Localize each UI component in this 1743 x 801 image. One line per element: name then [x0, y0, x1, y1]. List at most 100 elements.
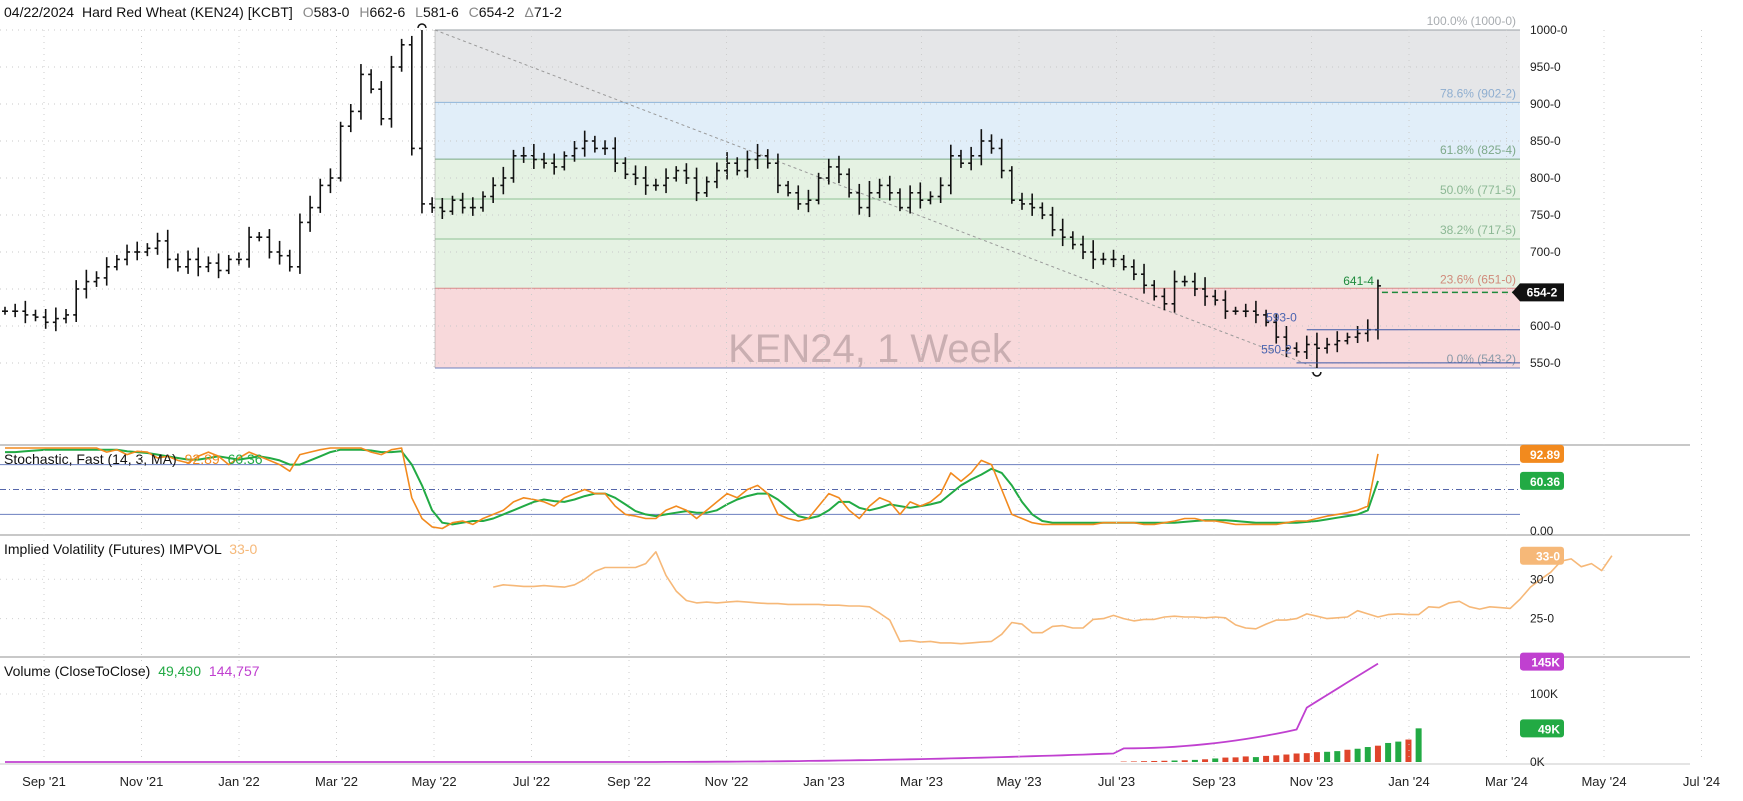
impvol-gridlines [0, 579, 1520, 618]
header-close-key: C [469, 4, 479, 20]
price-tick-label: 1000-0 [1530, 23, 1568, 37]
price-bar [266, 229, 272, 258]
open-interest-badge-label: 145K [1531, 656, 1560, 670]
volume-bar [1355, 749, 1361, 762]
price-bar [165, 230, 171, 268]
x-tick-label: Mar '23 [900, 774, 943, 789]
price-bar [12, 304, 18, 317]
volume-bar [1304, 753, 1310, 762]
header-low-key: L [415, 4, 423, 20]
last-price-badge-label: 654-2 [1527, 285, 1558, 299]
impvol-axis: 30-0 25-0 33-0 [1520, 547, 1564, 626]
x-tick-label: May '23 [996, 774, 1041, 789]
price-tick-label: 900-0 [1530, 97, 1561, 111]
volume-bar [1324, 752, 1330, 762]
volume-axis: 100K 0K 145K 49K [1520, 653, 1564, 769]
volume-badge: 49K [1520, 719, 1564, 737]
volume-bar [1385, 743, 1391, 762]
price-bar [246, 227, 252, 268]
x-tick-label: Nov '22 [705, 774, 749, 789]
low-label: 550-2 [1261, 342, 1292, 356]
volume-badge-label: 49K [1538, 722, 1560, 736]
x-tick-label: Sep '22 [607, 774, 651, 789]
fib-zone [435, 30, 1520, 102]
volume-bar [1365, 747, 1371, 762]
price-bar [307, 196, 313, 232]
volume-value: 49,490 [158, 663, 201, 679]
stochastic-d-value: 60.36 [228, 451, 263, 467]
price-bar [378, 81, 384, 125]
price-bar [63, 309, 69, 323]
volume-bar [1141, 761, 1147, 762]
price-bar [297, 214, 303, 274]
price-bar [317, 179, 323, 213]
stochastic-d-badge-label: 60.36 [1530, 475, 1560, 489]
fib-zone [435, 199, 1520, 239]
volume-tick-label: 100K [1530, 687, 1558, 701]
price-bar [205, 256, 211, 272]
x-tick-label: Jul '22 [513, 774, 550, 789]
stochastic-k-badge-label: 92.89 [1530, 448, 1560, 462]
price-bar [277, 241, 283, 265]
header-name: Hard Red Wheat (KEN24) [KCBT] [82, 4, 293, 20]
fib-label: 78.6% (902-2) [1440, 86, 1516, 100]
volume-bar [1131, 761, 1137, 762]
volume-bar [1334, 751, 1340, 762]
volume-bar [1202, 759, 1208, 762]
fib-zone [435, 102, 1520, 159]
fib-label: 61.8% (825-4) [1440, 143, 1516, 157]
volume-bar [1233, 757, 1239, 762]
fib-label: 38.2% (717-5) [1440, 223, 1516, 237]
volume-bar [1243, 756, 1249, 762]
high-label: 641-4 [1343, 274, 1374, 288]
impvol-tick-label: 25-0 [1530, 612, 1554, 626]
fib-label: 0.0% (543-2) [1447, 352, 1516, 366]
header-change-key: Δ [524, 4, 533, 20]
open-interest-badge: 145K [1520, 653, 1564, 671]
stochastic-d-badge: 60.36 [1520, 472, 1564, 490]
volume-bar [1395, 742, 1401, 762]
low-marker [1313, 372, 1321, 376]
header-change: 71-2 [534, 4, 562, 20]
header-close: 654-2 [479, 4, 515, 20]
high-marker [418, 24, 426, 28]
x-tick-label: May '22 [411, 774, 456, 789]
impvol-value: 33-0 [229, 541, 257, 557]
price-bar [2, 307, 8, 315]
fib-label: 100.0% (1000-0) [1427, 14, 1516, 28]
x-tick-label: Jul '24 [1683, 774, 1720, 789]
price-bar [327, 168, 333, 193]
volume-bar [1182, 760, 1188, 762]
price-tick-label: 700-0 [1530, 245, 1561, 259]
price-tick-label: 550-0 [1530, 356, 1561, 370]
volume-bar [1172, 761, 1178, 762]
impvol-tick-label: 30-0 [1530, 572, 1554, 586]
header-open: 583-0 [314, 4, 350, 20]
x-tick-label: Sep '23 [1192, 774, 1236, 789]
header-low: 581-6 [423, 4, 459, 20]
x-tick-label: Jan '24 [1388, 774, 1430, 789]
x-tick-label: Nov '21 [120, 774, 164, 789]
volume-bar [1253, 757, 1259, 762]
header-open-key: O [303, 4, 314, 20]
price-bar [185, 251, 191, 274]
price-bar [83, 270, 89, 299]
price-bar [155, 233, 161, 255]
volume-bar [1263, 756, 1269, 762]
volume-tick-label: 0K [1530, 755, 1545, 769]
watermark: KEN24, 1 Week [728, 327, 1013, 371]
impvol-badge-label: 33-0 [1536, 550, 1560, 564]
price-bar [388, 56, 394, 128]
impvol-line [493, 552, 1612, 644]
header-date: 04/22/2024 [4, 4, 74, 20]
last-price-badge: 654-2 [1512, 283, 1564, 301]
volume-bar [1222, 758, 1228, 762]
impvol-badge: 33-0 [1520, 547, 1564, 565]
price-bar [399, 39, 405, 72]
price-bar [73, 280, 79, 322]
price-bar [287, 250, 293, 272]
volume-bar [1344, 750, 1350, 762]
price-bar [256, 232, 262, 241]
x-tick-label: Jan '22 [218, 774, 260, 789]
